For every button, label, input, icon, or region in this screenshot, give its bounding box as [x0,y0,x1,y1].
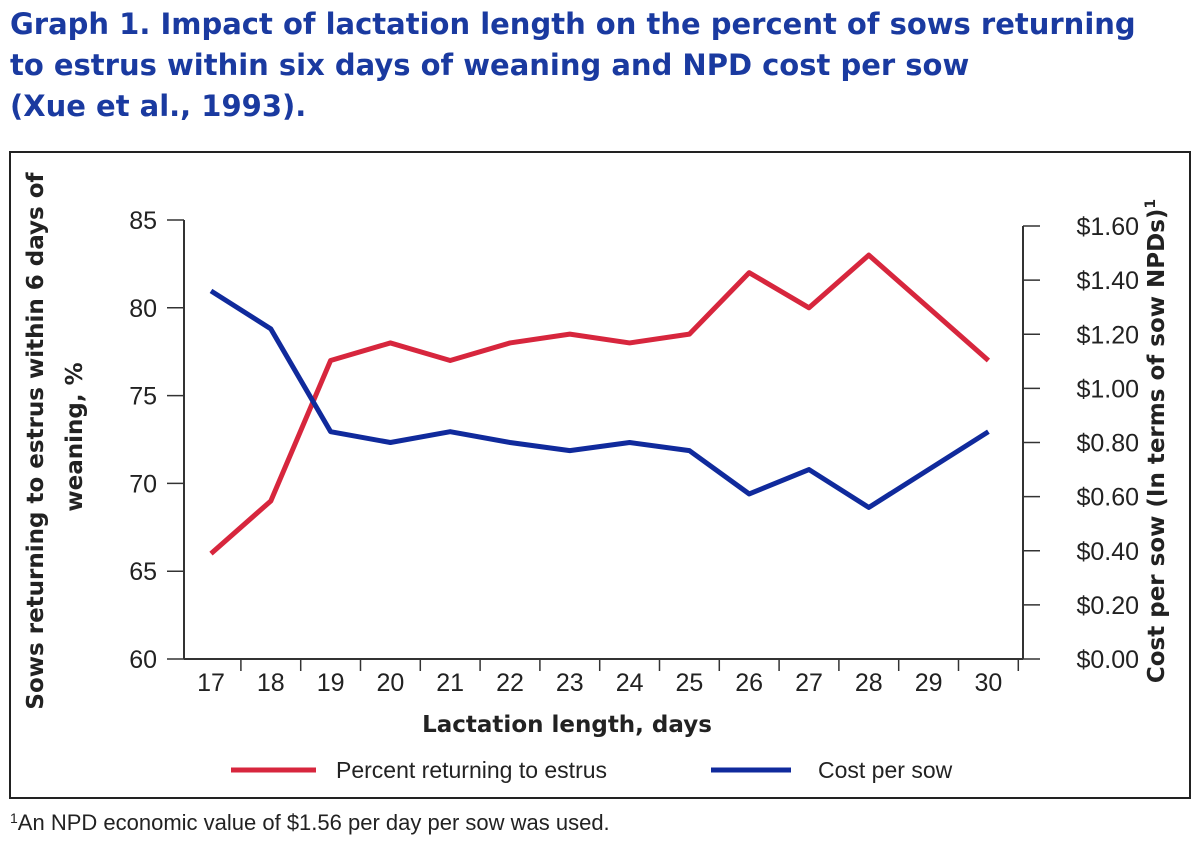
chart-title: Graph 1. Impact of lactation length on t… [10,4,1195,127]
legend: Percent returning to estrus Cost per sow [231,757,953,783]
left-tick-label: 75 [129,383,157,411]
line-chart: 60 65 70 75 80 85 $0.00 $0.20 $0.40 $0.60 $0.80 $1… [23,164,1170,783]
x-tick-label: 22 [496,669,524,697]
footnote: 1An NPD economic value of $1.56 per day … [10,810,610,836]
x-tick-label: 20 [376,669,404,697]
x-tick-label: 21 [436,669,464,697]
title-line-1: Graph 1. Impact of lactation length on t… [10,7,1136,41]
title-line-2: to estrus within six days of weaning and… [10,48,970,82]
right-y-ticks: $0.00 $0.20 $0.40 $0.60 $0.80 $1.00 $1.20 $1.40… [1023,213,1139,674]
x-tick-label: 19 [317,669,345,697]
left-tick-label: 85 [129,207,157,235]
left-tick-label: 80 [129,295,157,323]
right-axis-label-superscript: 1 [1143,199,1159,209]
legend-label-estrus: Percent returning to estrus [336,757,607,783]
axes [183,220,1024,660]
right-axis-label: Cost per sow (In terms of sow NPDs)1 [1143,199,1170,683]
cost-series-line [209,288,990,510]
left-axis-label: Sows returning to estrus within 6 days o… [23,164,88,709]
right-tick-label: $1.00 [1076,375,1139,403]
x-tick-label: 29 [915,669,943,697]
x-tick-label: 23 [556,669,584,697]
left-tick-label: 70 [129,470,157,498]
right-tick-label: $0.00 [1076,646,1139,674]
footnote-marker: 1 [10,810,18,826]
right-tick-label: $1.60 [1076,213,1139,241]
x-tick-label: 18 [257,669,285,697]
title-line-3: (Xue et al., 1993). [10,89,307,123]
x-tick-label: 17 [197,669,225,697]
right-tick-label: $1.20 [1076,321,1139,349]
estrus-series-line [209,252,991,556]
x-tick-label: 25 [675,669,703,697]
x-tick-label: 24 [616,669,644,697]
left-tick-label: 60 [129,646,157,674]
left-axis-label-line-2: weaning, % [62,362,88,511]
right-tick-label: $0.60 [1076,484,1139,512]
right-axis-label-text: Cost per sow (In terms of sow NPDs) [1144,209,1170,684]
right-tick-label: $0.40 [1076,538,1139,566]
right-tick-label: $1.40 [1076,267,1139,295]
footnote-text: An NPD economic value of $1.56 per day p… [17,810,610,835]
legend-label-cost: Cost per sow [818,757,953,783]
x-ticks: 17 18 19 20 21 22 23 24 25 26 27 28 29 30 [197,659,1020,697]
chart-frame: 60 65 70 75 80 85 $0.00 $0.20 $0.40 $0.60 $0.80 $1… [9,151,1191,799]
right-tick-label: $0.20 [1076,592,1139,620]
series-lines [209,252,991,556]
x-tick-label: 30 [974,669,1002,697]
x-axis-label: Lactation length, days [422,712,712,738]
x-tick-label: 26 [735,669,763,697]
x-tick-label: 27 [795,669,823,697]
right-tick-label: $0.80 [1076,430,1139,458]
left-axis-label-line-1: Sows returning to estrus within 6 days o… [23,171,49,709]
left-y-ticks: 60 65 70 75 80 85 [129,207,184,674]
x-tick-label: 28 [855,669,883,697]
left-tick-label: 65 [129,558,157,586]
